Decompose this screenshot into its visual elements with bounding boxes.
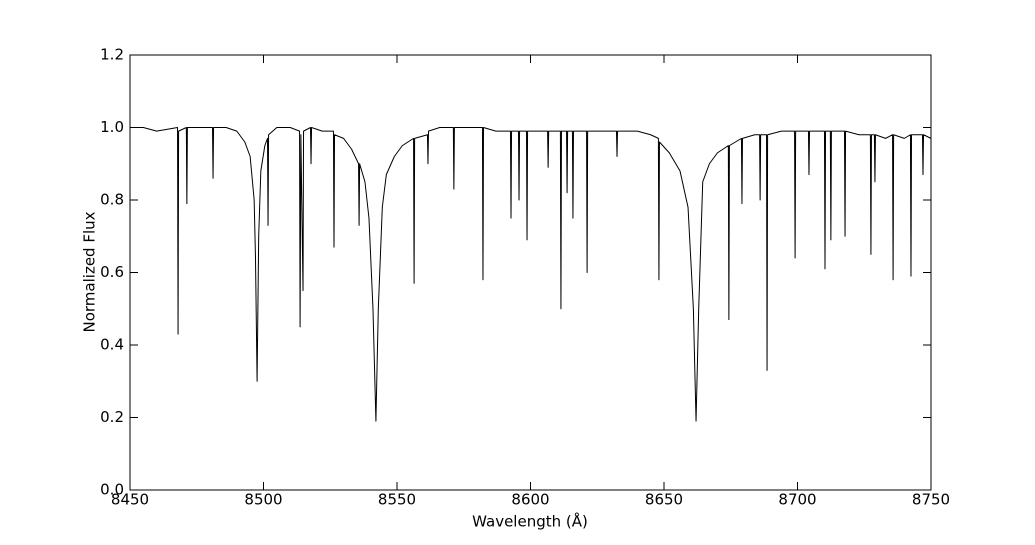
x-axis-label: Wavelength (Å) xyxy=(472,512,588,531)
x-tick-label: 8650 xyxy=(645,491,683,509)
x-tick-label: 8500 xyxy=(244,491,282,509)
y-tick-label: 1.0 xyxy=(100,118,124,136)
x-tick-label: 8600 xyxy=(511,491,549,509)
y-tick-label: 0.6 xyxy=(100,263,124,281)
y-tick-label: 0.8 xyxy=(100,191,124,209)
y-axis-label: Normalized Flux xyxy=(81,211,99,332)
plot-frame xyxy=(129,54,932,491)
x-tick-label: 8550 xyxy=(378,491,416,509)
y-tick-label: 0.4 xyxy=(100,336,124,354)
spectrum-line xyxy=(130,127,932,422)
x-tick-label: 8700 xyxy=(778,491,816,509)
x-tick-label: 8450 xyxy=(111,491,149,509)
y-tick-label: 1.2 xyxy=(100,46,124,64)
x-tick-label: 8750 xyxy=(912,491,950,509)
y-tick-label: 0.2 xyxy=(100,408,124,426)
y-tick-label: 0.0 xyxy=(100,481,124,499)
